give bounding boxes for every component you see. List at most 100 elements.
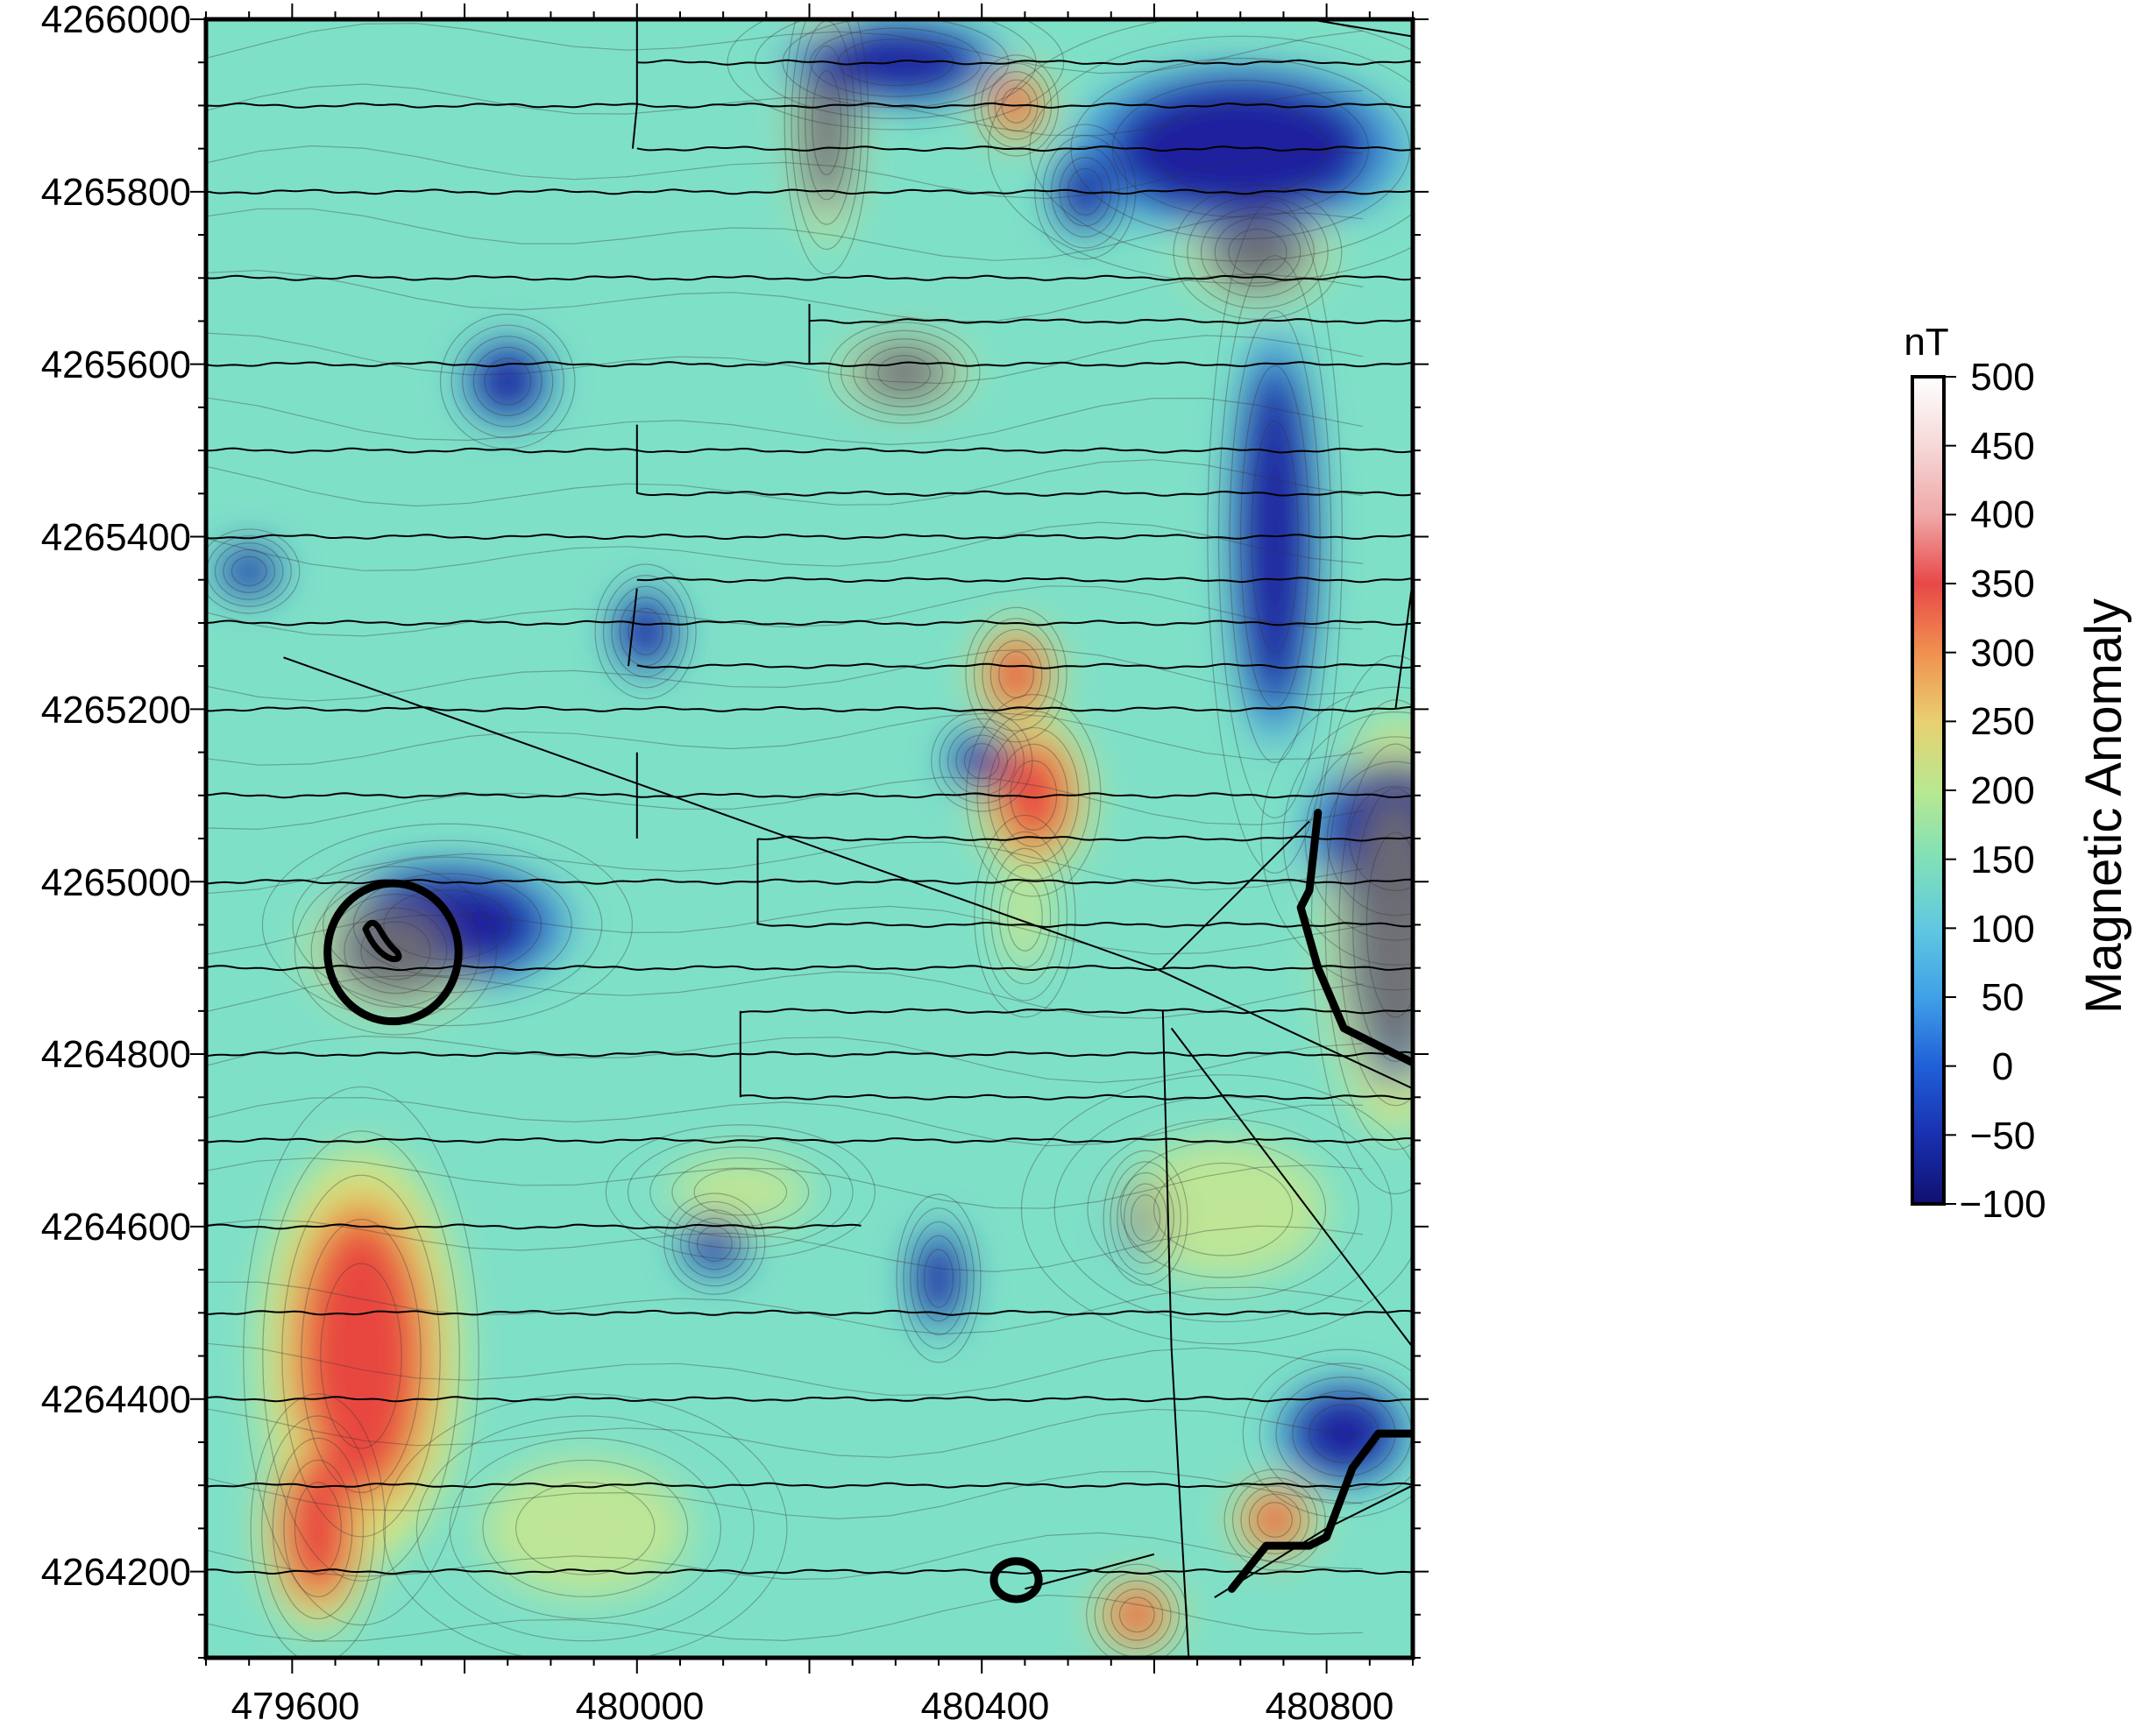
colorbar-label: 50: [1982, 976, 2025, 1019]
contour-line: [1131, 1194, 1161, 1242]
contour-line: [206, 1035, 1364, 1084]
survey-track: [206, 274, 1413, 281]
survey-track: [809, 318, 1413, 324]
colorbar-label: 0: [1992, 1045, 2013, 1088]
contour-line: [292, 839, 603, 1010]
contour-line: [230, 556, 267, 586]
contour-line: [1228, 228, 1287, 276]
contour-line: [206, 1157, 1364, 1209]
contour-line: [840, 329, 968, 416]
feature-outlines: [323, 809, 1413, 1603]
survey-track: [206, 188, 1413, 195]
contour-line: [223, 549, 275, 593]
survey-track: [206, 1309, 1413, 1316]
contour-line: [1223, 1469, 1326, 1571]
contour-line: [1110, 1588, 1164, 1641]
contour-line: [812, 70, 842, 176]
contour-line: [988, 19, 1413, 284]
contour-line: [383, 1393, 788, 1658]
colorbar-label: 350: [1970, 563, 2034, 605]
anomaly-high: [1249, 1494, 1301, 1547]
contour-line: [727, 19, 1065, 131]
contour-line: [206, 528, 301, 614]
anomaly-high: [998, 743, 1068, 847]
anomaly-low: [917, 1235, 961, 1322]
contour-line: [805, 45, 849, 201]
contour-line: [206, 1408, 1364, 1458]
anomaly-gray: [865, 347, 943, 400]
contour-line: [877, 355, 931, 391]
anomaly-high: [990, 640, 1043, 710]
y-tick-label: 4264800: [41, 1033, 191, 1076]
survey-track: [636, 662, 1413, 669]
colorbar: nT 500 450 400 350 300 250 200 150 100 5…: [1904, 321, 2132, 1226]
contour-line: [987, 71, 1046, 140]
survey-track: [206, 1396, 1413, 1403]
colorbar-label: −100: [1959, 1183, 2046, 1226]
survey-track: [206, 1482, 1413, 1489]
contour-line: [1020, 1074, 1413, 1345]
contour-line: [261, 1415, 375, 1642]
contour-line: [939, 718, 1025, 804]
colorbar-label: 300: [1970, 632, 2034, 675]
contour-line: [1257, 1502, 1293, 1538]
colorbar-label: 450: [1970, 425, 2034, 468]
contour-line: [784, 19, 869, 275]
survey-track: [628, 588, 638, 667]
contour-line: [693, 1168, 788, 1216]
contour-line: [206, 208, 1364, 261]
y-tick-label: 4265200: [41, 689, 191, 732]
contour-line: [320, 1263, 402, 1449]
contour-line: [1187, 195, 1329, 309]
contour-line: [963, 743, 1000, 779]
contour-line: [976, 710, 1090, 881]
survey-track: [1161, 1010, 1190, 1658]
contour-line: [1242, 1348, 1413, 1518]
survey-track: [636, 59, 1413, 66]
y-tick-label: 4264400: [41, 1378, 191, 1421]
contour-line: [1338, 743, 1413, 1107]
contour-line: [1240, 1485, 1309, 1554]
contour-line: [980, 62, 1053, 149]
survey-track: [636, 145, 1413, 152]
contour-line: [947, 726, 1017, 796]
colorbar-ticks: [1944, 376, 1956, 1205]
survey-track: [636, 490, 1413, 497]
contour-line: [865, 346, 944, 400]
contour-line: [688, 1217, 741, 1270]
contour-line: [982, 831, 1068, 1002]
contour-line: [383, 889, 512, 960]
contour-line: [206, 83, 1364, 137]
contour-line: [965, 606, 1067, 743]
anomaly-low: [1059, 157, 1111, 227]
outline-ring: [323, 879, 463, 1026]
anomaly-low: [620, 597, 672, 667]
contour-line: [982, 628, 1051, 721]
colorbar-label: 150: [1970, 839, 2034, 881]
colorbar-unit: nT: [1904, 321, 1948, 364]
survey-track: [206, 792, 1413, 799]
contour-line: [1111, 80, 1369, 218]
contour-line: [923, 1249, 954, 1308]
contour-line: [1231, 1476, 1318, 1563]
contour-line: [206, 648, 1364, 702]
contour-line: [611, 585, 680, 677]
contour-line: [1103, 1580, 1172, 1650]
contour-line: [998, 864, 1052, 968]
contour-line: [472, 346, 543, 416]
x-tick-label: 479600: [231, 1685, 360, 1727]
y-tick-label: 4265000: [41, 861, 191, 904]
contour-line: [619, 597, 672, 667]
survey-track: [206, 965, 1413, 972]
colorbar-label: 100: [1970, 908, 2034, 951]
contour-line: [594, 563, 697, 700]
outline-inner: [362, 919, 402, 963]
survey-track: [1162, 820, 1310, 969]
y-tick-label: 4266000: [41, 0, 191, 41]
y-tick-label: 4265600: [41, 343, 191, 386]
survey-track: [206, 102, 1413, 109]
contour-line: [206, 585, 1364, 637]
contour-line: [853, 338, 956, 407]
contour-line: [206, 1532, 1364, 1581]
contour-line: [989, 640, 1043, 710]
